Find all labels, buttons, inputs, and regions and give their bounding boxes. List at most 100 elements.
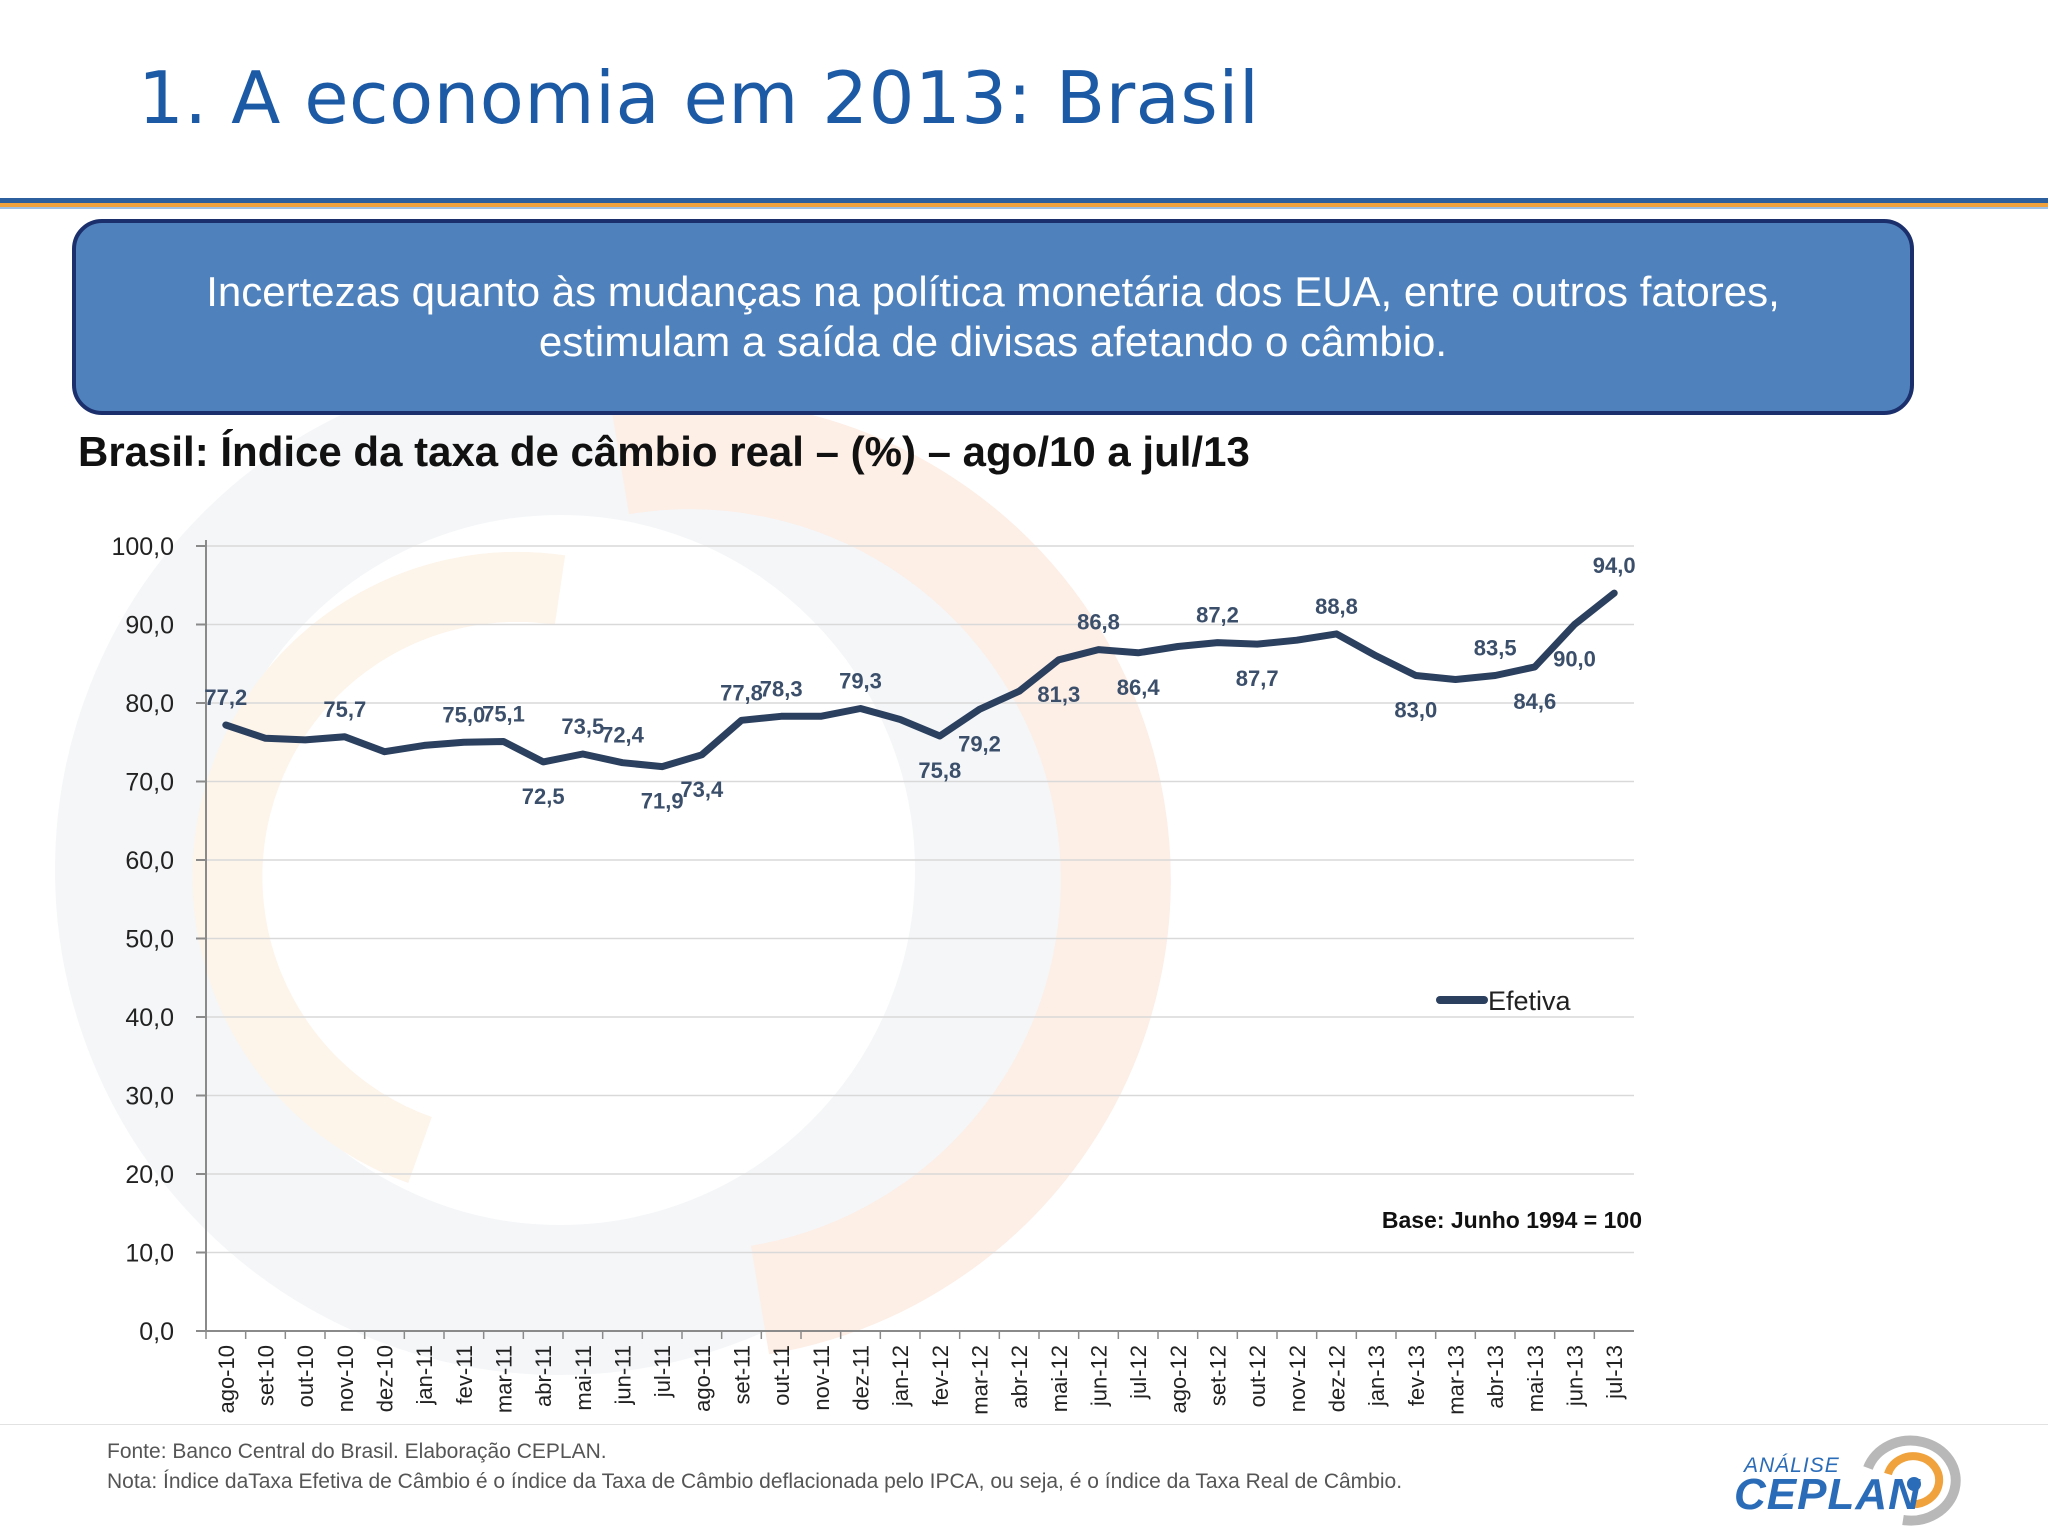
y-tick-label: 20,0 — [125, 1161, 174, 1189]
data-label: 83,0 — [1394, 698, 1437, 723]
data-point — [897, 716, 904, 723]
x-tick-label: set-12 — [1206, 1345, 1231, 1406]
x-tick-label: out-11 — [769, 1345, 794, 1406]
x-tick-label: mar-12 — [968, 1345, 993, 1415]
data-point — [341, 733, 348, 740]
x-tick-label: abr-12 — [1007, 1345, 1032, 1409]
x-tick-label: fev-13 — [1404, 1345, 1429, 1406]
x-tick-label: mai-12 — [1047, 1345, 1072, 1412]
data-label: 86,8 — [1077, 610, 1120, 635]
data-point — [1174, 643, 1181, 650]
background-swirl — [55, 365, 1171, 1375]
x-tick-label: jun-11 — [611, 1345, 636, 1406]
x-tick-label: jan-13 — [1364, 1345, 1389, 1407]
x-tick-label: jan-12 — [888, 1345, 913, 1407]
data-point — [1095, 646, 1102, 653]
x-tick-label: abr-13 — [1483, 1345, 1508, 1409]
data-point — [936, 732, 943, 739]
y-tick-label: 90,0 — [125, 612, 174, 640]
data-point — [619, 759, 626, 766]
x-tick-label: jan-11 — [412, 1345, 437, 1406]
x-tick-label: nov-10 — [333, 1345, 358, 1412]
data-point — [579, 751, 586, 758]
data-point — [421, 742, 428, 749]
x-tick-label: jun-13 — [1563, 1345, 1588, 1407]
x-tick-label: dez-12 — [1325, 1345, 1350, 1412]
y-tick-label: 0,0 — [139, 1318, 174, 1346]
data-point — [698, 751, 705, 758]
data-point — [778, 713, 785, 720]
data-label: 73,4 — [680, 777, 724, 802]
data-label: 72,4 — [601, 723, 645, 748]
x-tick-label: nov-11 — [809, 1345, 834, 1411]
x-tick-label: out-10 — [293, 1345, 318, 1407]
data-label: 79,3 — [839, 668, 882, 693]
y-tick-label: 40,0 — [125, 1004, 174, 1032]
y-tick-label: 30,0 — [125, 1083, 174, 1111]
footer-source: Fonte: Banco Central do Brasil. Elaboraç… — [107, 1440, 607, 1463]
data-label: 71,9 — [641, 789, 684, 814]
logo-text-analise: ANÁLISE — [1744, 1454, 1840, 1477]
data-label: 72,5 — [522, 784, 565, 809]
data-point — [1611, 590, 1618, 597]
callout-text: Incertezas quanto às mudanças na polític… — [206, 268, 1780, 365]
x-tick-label: jun-12 — [1087, 1345, 1112, 1407]
chart-title: Brasil: Índice da taxa de câmbio real – … — [78, 428, 1250, 475]
logo-text-ceplan: CEPLAN — [1734, 1470, 1921, 1519]
data-point — [976, 706, 983, 713]
data-label: 75,7 — [323, 697, 366, 722]
data-point — [540, 758, 547, 765]
data-point — [1531, 663, 1538, 670]
data-point — [381, 748, 388, 755]
footer-band — [0, 1424, 2048, 1537]
x-tick-label: out-12 — [1245, 1345, 1270, 1407]
slide-title: 1. A economia em 2013: Brasil — [138, 56, 1260, 140]
data-point — [1571, 621, 1578, 628]
y-tick-label: 80,0 — [125, 690, 174, 718]
data-label: 73,5 — [561, 714, 604, 739]
x-tick-label: set-10 — [254, 1345, 279, 1406]
data-label: 87,7 — [1236, 666, 1279, 691]
data-label: 75,1 — [482, 701, 525, 726]
x-tick-label: dez-11 — [849, 1345, 874, 1411]
data-point — [262, 735, 269, 742]
y-tick-label: 10,0 — [125, 1240, 174, 1268]
x-tick-label: nov-12 — [1285, 1345, 1310, 1412]
data-label: 86,4 — [1117, 675, 1161, 700]
x-tick-label: set-11 — [730, 1345, 755, 1405]
data-label: 83,5 — [1474, 636, 1517, 661]
data-point — [222, 721, 229, 728]
data-label: 90,0 — [1553, 647, 1596, 672]
x-tick-label: mai-11 — [571, 1345, 596, 1411]
data-point — [817, 713, 824, 720]
header-rule-light — [0, 207, 2048, 209]
data-label: 81,3 — [1037, 682, 1080, 707]
data-point — [1135, 649, 1142, 656]
data-point — [1412, 672, 1419, 679]
data-point — [302, 736, 309, 743]
data-point — [460, 739, 467, 746]
x-tick-label: ago-10 — [214, 1345, 239, 1414]
x-tick-label: jul-13 — [1602, 1345, 1627, 1400]
data-point — [500, 738, 507, 745]
data-point — [857, 705, 864, 712]
callout-box: Incertezas quanto às mudanças na polític… — [72, 219, 1914, 415]
x-tick-label: abr-11 — [531, 1345, 556, 1407]
ceplan-logo: ANÁLISE CEPLAN — [1730, 1428, 1970, 1528]
x-tick-label: dez-10 — [373, 1345, 398, 1412]
data-label: 94,0 — [1593, 553, 1636, 578]
header-rule-blue — [0, 198, 2048, 203]
x-tick-label: ago-12 — [1166, 1345, 1191, 1414]
data-point — [1214, 639, 1221, 646]
x-tick-label: jul-12 — [1126, 1345, 1151, 1400]
data-point — [738, 717, 745, 724]
data-point — [659, 763, 666, 770]
data-point — [1492, 672, 1499, 679]
data-label: 84,6 — [1513, 689, 1556, 714]
data-point — [1254, 641, 1261, 648]
legend-label-efetiva: Efetiva — [1488, 986, 1572, 1016]
x-tick-label: mar-13 — [1444, 1345, 1469, 1415]
data-label: 77,2 — [204, 685, 247, 710]
y-tick-label: 60,0 — [125, 847, 174, 875]
